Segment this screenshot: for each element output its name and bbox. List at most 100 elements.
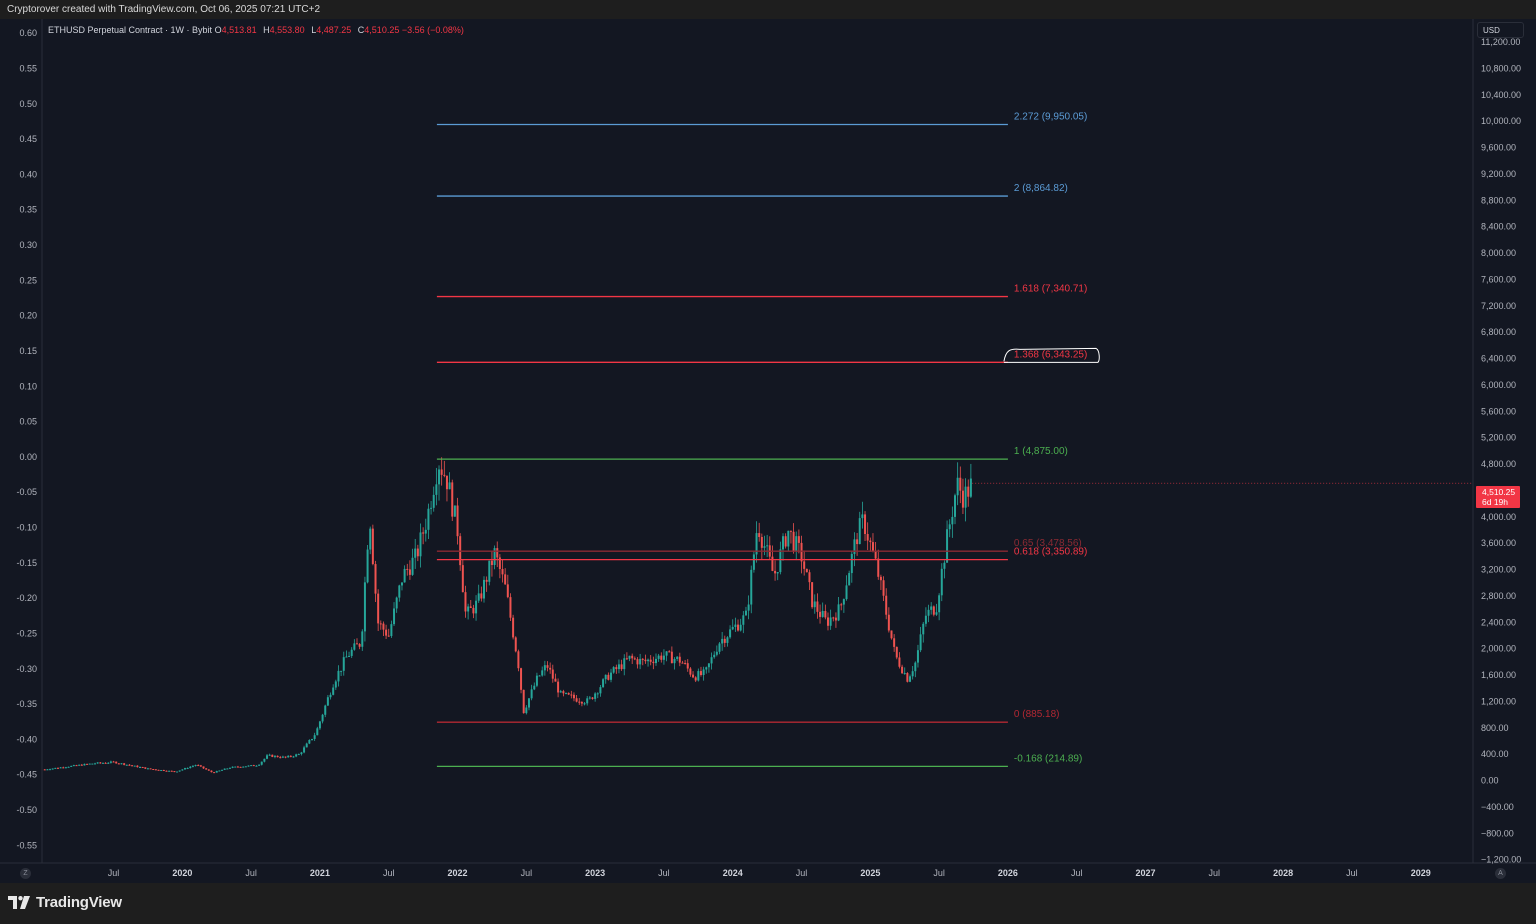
left-axis-tick: -0.45 <box>16 770 37 780</box>
candle-body <box>557 681 560 693</box>
candle-body <box>99 762 102 764</box>
right-axis-tick: 10,800.00 <box>1481 63 1521 73</box>
candle-body <box>67 766 70 768</box>
candle-body <box>670 651 673 664</box>
candle-body <box>927 609 930 616</box>
candle-body <box>244 766 247 768</box>
candle-body <box>146 768 149 770</box>
candle-body <box>236 766 239 768</box>
candle-body <box>162 770 165 772</box>
left-axis-tick: 0.50 <box>19 99 37 109</box>
candle-body <box>604 674 607 680</box>
candle-body <box>744 610 747 616</box>
right-axis-tick: 6,000.00 <box>1481 380 1516 390</box>
candle-body <box>477 593 480 601</box>
candle-body <box>639 658 642 665</box>
candle-body <box>940 568 943 596</box>
candle-body <box>530 689 533 699</box>
candle-body <box>300 752 303 755</box>
candle-body <box>710 657 713 664</box>
high-label: H <box>263 25 270 35</box>
candle-body <box>316 728 319 736</box>
left-scale-axis: 0.60 0.55 0.50 0.45 0.40 0.35 0.30 0.25 0.20 0.15… <box>16 28 37 850</box>
candle-body <box>572 694 575 699</box>
candle-body <box>617 664 620 670</box>
candle-body <box>355 643 358 645</box>
candle-body <box>54 767 57 769</box>
right-axis-tick: 3,200.00 <box>1481 565 1516 575</box>
candle-body <box>287 755 290 758</box>
candle-body <box>871 542 874 552</box>
fib-level-label: 1.618 (7,340.71) <box>1014 284 1087 295</box>
candle-body <box>673 659 676 664</box>
candle-body <box>903 673 906 675</box>
candle-body <box>829 617 832 626</box>
left-axis-tick: -0.05 <box>16 487 37 497</box>
candle-body <box>223 768 226 770</box>
candle-body <box>861 514 864 519</box>
candle-body <box>919 634 922 651</box>
candle-body <box>215 771 218 773</box>
candle-body <box>935 612 938 615</box>
time-axis-tick: Jul <box>796 868 808 878</box>
candle-body <box>615 667 618 670</box>
candle-body <box>909 676 912 682</box>
candle-body <box>321 714 324 722</box>
candle-body <box>686 663 689 669</box>
candle-body <box>456 505 459 537</box>
candle-body <box>750 569 753 605</box>
open-label: O <box>214 25 222 35</box>
candle-body <box>890 630 893 639</box>
candle-body <box>549 667 552 670</box>
candle-body <box>318 721 321 729</box>
candle-body <box>403 568 406 583</box>
candle-body <box>292 756 295 758</box>
candle-body <box>234 766 237 768</box>
candle-body <box>864 514 867 535</box>
left-axis-tick: 0.15 <box>19 346 37 356</box>
candle-body <box>792 531 795 551</box>
candle-body <box>541 670 544 676</box>
candle-body <box>522 689 525 714</box>
candle-body <box>263 758 266 762</box>
candle-body <box>157 769 160 771</box>
candle-body <box>951 516 954 525</box>
candle-body <box>205 768 208 770</box>
right-axis-tick: −1,200.00 <box>1481 855 1521 865</box>
candle-body <box>848 573 851 586</box>
time-axis-tick: Jul <box>1209 868 1221 878</box>
candle-body <box>268 754 271 756</box>
candle-body <box>115 761 118 764</box>
auto-scale-button[interactable]: A <box>1495 868 1506 879</box>
candle-body <box>419 532 422 557</box>
scale-mode-left-button[interactable]: Z <box>20 868 31 879</box>
candle-body <box>411 557 414 575</box>
candle-body <box>202 766 205 769</box>
right-axis-tick: 6,400.00 <box>1481 354 1516 364</box>
symbol-legend: ETHUSD Perpetual Contract · 1W · Bybit O… <box>48 25 468 35</box>
candlestick-chart[interactable]: 0.60 0.55 0.50 0.45 0.40 0.35 0.30 0.25 0.20 0.15… <box>0 19 1536 883</box>
candle-body <box>467 606 470 612</box>
candle-body <box>120 763 123 765</box>
currency-selector[interactable]: USD <box>1477 22 1524 38</box>
candle-body <box>668 651 671 653</box>
candle-body <box>684 663 687 665</box>
candle-body <box>358 643 361 647</box>
candle-body <box>107 762 110 764</box>
chart-header-credit: Cryptorover created with TradingView.com… <box>0 0 1536 19</box>
candle-body <box>586 698 589 704</box>
fib-level-label: 0.618 (3,350.89) <box>1014 547 1087 558</box>
candle-body <box>853 539 856 554</box>
candle-body <box>628 655 631 659</box>
candle-body <box>485 579 488 582</box>
time-axis-tick: Jul <box>108 868 120 878</box>
left-axis-tick: -0.50 <box>16 805 37 815</box>
candle-body <box>112 761 115 763</box>
candle-body <box>430 507 433 509</box>
candle-body <box>707 663 710 668</box>
candle-body <box>525 707 528 714</box>
candle-body <box>377 593 380 624</box>
candle-body <box>440 469 443 475</box>
right-axis-tick: 7,600.00 <box>1481 274 1516 284</box>
time-axis: Jul 2020 Jul 2021 Jul 2022 Jul 2023 Jul 2024 Jul 20… <box>108 868 1431 878</box>
